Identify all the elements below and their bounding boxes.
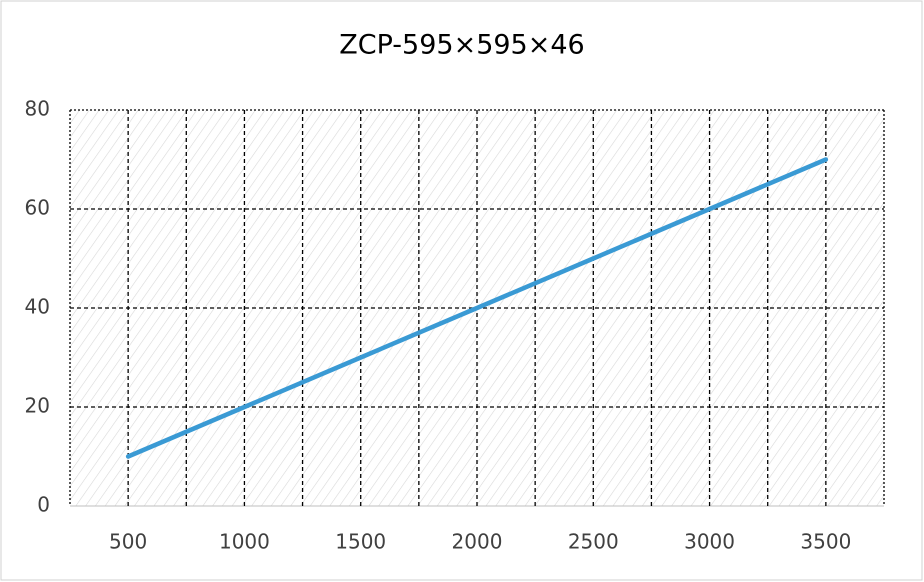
- y-tick-label: 40: [25, 295, 50, 319]
- x-tick-label: 3500: [800, 530, 851, 554]
- y-tick-label: 20: [25, 394, 50, 418]
- x-tick-label: 2000: [452, 530, 503, 554]
- y-tick-label: 0: [37, 493, 50, 517]
- x-tick-label: 2500: [568, 530, 619, 554]
- data-line: [125, 157, 829, 459]
- x-tick-label: 1500: [335, 530, 386, 554]
- x-tick-label: 1000: [219, 530, 270, 554]
- y-tick-label: 60: [25, 196, 50, 220]
- chart-title: ZCP-595×595×46: [339, 30, 584, 61]
- y-tick-label: 80: [25, 97, 50, 121]
- x-tick-label: 500: [109, 530, 147, 554]
- x-tick-label: 3000: [684, 530, 735, 554]
